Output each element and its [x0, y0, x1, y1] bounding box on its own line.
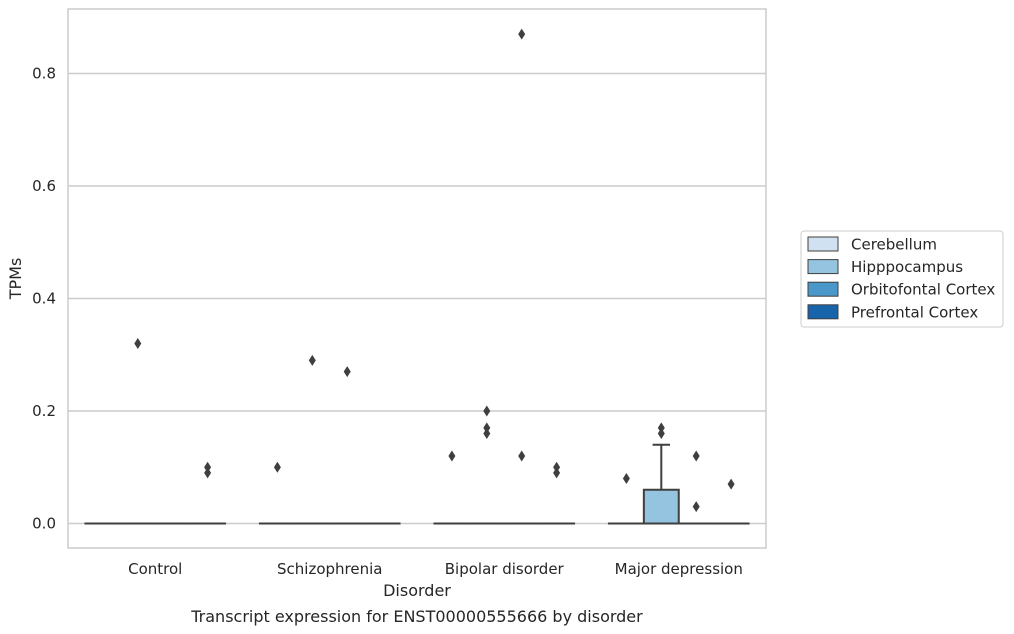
plot-area — [67, 8, 767, 549]
box-bipolar-disorder-prefrontal-cortex — [538, 461, 576, 525]
x-tick-label-major-depression: Major depression — [615, 560, 743, 578]
x-tick-label-schizophrenia: Schizophrenia — [277, 560, 382, 578]
legend-label: Prefrontal Cortex — [851, 303, 978, 321]
x-axis-ticks: Control Schizophrenia Bipolar disorder Majo… — [128, 560, 743, 578]
box-body — [642, 488, 680, 525]
legend-swatch — [807, 259, 839, 275]
outlier-point — [553, 461, 561, 473]
x-tick-label-bipolar-disorder: Bipolar disorder — [445, 560, 565, 578]
box-major-depression-prefrontal-cortex — [712, 478, 750, 525]
outlier-point — [518, 28, 526, 40]
outlier-point — [483, 428, 491, 439]
box-major-depression-hipppocampus — [642, 422, 680, 525]
y-tick-label-0: 0.0 — [32, 515, 56, 533]
outlier-point — [622, 473, 630, 484]
legend-swatch — [807, 236, 839, 252]
plot-background — [68, 9, 766, 548]
legend-swatch — [807, 304, 839, 320]
x-axis-title: Disorder — [383, 581, 451, 600]
outlier-point — [657, 422, 665, 434]
legend: Cerebellum Hipppocampus Orbitofontal Corte… — [800, 230, 1004, 328]
outlier-point — [553, 467, 561, 479]
legend-label: Orbitofontal Cortex — [851, 281, 995, 299]
outlier-point — [483, 422, 491, 434]
outlier-point — [448, 450, 456, 462]
outlier-point — [343, 366, 351, 378]
outlier-point — [483, 405, 491, 417]
legend-item-hipppocampus: Hipppocampus — [807, 258, 963, 276]
outlier-point — [692, 450, 700, 462]
x-tick-label-control: Control — [128, 560, 182, 578]
y-tick-label-4: 0.8 — [32, 65, 56, 83]
legend-swatch — [807, 281, 839, 297]
box-control-prefrontal-cortex — [189, 461, 227, 525]
legend-item-orbitofontal-cortex: Orbitofontal Cortex — [807, 281, 995, 299]
y-tick-label-1: 0.2 — [32, 402, 56, 420]
outlier-point — [518, 450, 526, 462]
legend-label: Cerebellum — [851, 236, 937, 254]
legend-item-prefrontal-cortex: Prefrontal Cortex — [807, 303, 978, 321]
box-schizophrenia-hipppocampus — [293, 354, 331, 525]
outlier-point — [134, 338, 142, 349]
box-series — [84, 28, 750, 525]
box-schizophrenia-orbitofontal-cortex — [328, 366, 366, 525]
box-bipolar-disorder-orbitofontal-cortex — [503, 28, 541, 525]
outlier-point — [727, 478, 735, 490]
legend-frame — [800, 230, 1004, 328]
y-tick-label-3: 0.6 — [32, 177, 56, 195]
outlier-point — [657, 428, 665, 439]
y-axis-title: TPMs — [6, 258, 25, 301]
outlier-point — [692, 501, 700, 513]
outlier-point — [204, 467, 212, 479]
y-tick-label-2: 0.4 — [32, 290, 56, 308]
legend-label: Hipppocampus — [851, 258, 963, 276]
outlier-point — [308, 354, 316, 366]
plot-frame — [67, 8, 767, 549]
figure-caption: Transcript expression for ENST0000055566… — [190, 607, 643, 626]
legend-item-cerebellum: Cerebellum — [807, 236, 937, 254]
outlier-point — [273, 461, 281, 473]
y-axis-ticks: 0.0 0.2 0.4 0.6 0.8 — [32, 65, 56, 533]
outlier-point — [204, 461, 212, 473]
